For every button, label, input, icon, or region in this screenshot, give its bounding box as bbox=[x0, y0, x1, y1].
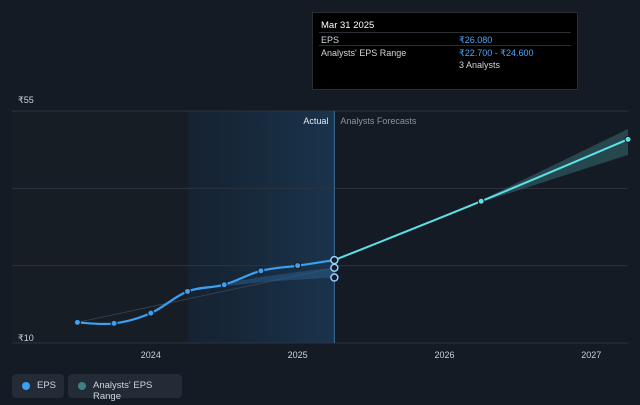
tooltip-title: Mar 31 2025 bbox=[321, 20, 375, 31]
tooltip-row-range: Analysts' EPS Range ₹22.700 - ₹24.600 bbox=[319, 45, 571, 59]
forecast-point-0 bbox=[477, 197, 485, 205]
eps-point-1 bbox=[110, 319, 118, 327]
forecast-point-1 bbox=[624, 135, 632, 143]
y-max-label: ₹55 bbox=[18, 95, 34, 105]
eps-point-5 bbox=[257, 267, 265, 275]
x-tick-2027: 2027 bbox=[581, 350, 601, 360]
actual-label: Actual bbox=[303, 116, 328, 126]
tooltip-range-label: Analysts' EPS Range bbox=[321, 48, 407, 58]
highlight-region bbox=[187, 111, 335, 343]
hover-marker-range-1 bbox=[330, 263, 339, 272]
tooltip-eps-value: ₹26.080 bbox=[459, 35, 493, 45]
x-tick-2025: 2025 bbox=[288, 350, 308, 360]
x-tick-2024: 2024 bbox=[141, 350, 161, 360]
legend-item-eps[interactable]: EPS bbox=[12, 374, 64, 398]
legend-range-label: Analysts' EPS Range bbox=[93, 380, 153, 402]
y-min-label: ₹10 bbox=[18, 333, 34, 343]
legend-eps-label: EPS bbox=[37, 380, 57, 391]
tooltip-row-analysts: 3 Analysts bbox=[319, 58, 571, 71]
tooltip-eps-label: EPS bbox=[321, 35, 340, 45]
eps-point-2 bbox=[147, 309, 155, 317]
eps-point-4 bbox=[220, 281, 228, 289]
past-region bbox=[12, 111, 188, 343]
tooltip: Mar 31 2025 EPS ₹26.080 Analysts' EPS Ra… bbox=[312, 12, 578, 90]
forecast-range-band bbox=[334, 129, 628, 261]
legend-eps-swatch bbox=[22, 382, 30, 390]
x-tick-2026: 2026 bbox=[434, 350, 454, 360]
eps-point-6 bbox=[294, 262, 302, 270]
hover-marker-eps bbox=[330, 255, 339, 265]
tooltip-row-eps: EPS ₹26.080 bbox=[319, 32, 571, 46]
eps-point-3 bbox=[184, 287, 192, 295]
legend-item-range[interactable]: Analysts' EPS Range bbox=[68, 374, 182, 402]
hover-marker-range-0 bbox=[330, 273, 339, 282]
eps-point-0 bbox=[73, 318, 81, 326]
tooltip-analysts-value: 3 Analysts bbox=[459, 60, 501, 70]
legend-range-swatch bbox=[78, 382, 86, 390]
forecast-label: Analysts Forecasts bbox=[340, 116, 417, 126]
tooltip-range-value: ₹22.700 - ₹24.600 bbox=[459, 48, 534, 58]
